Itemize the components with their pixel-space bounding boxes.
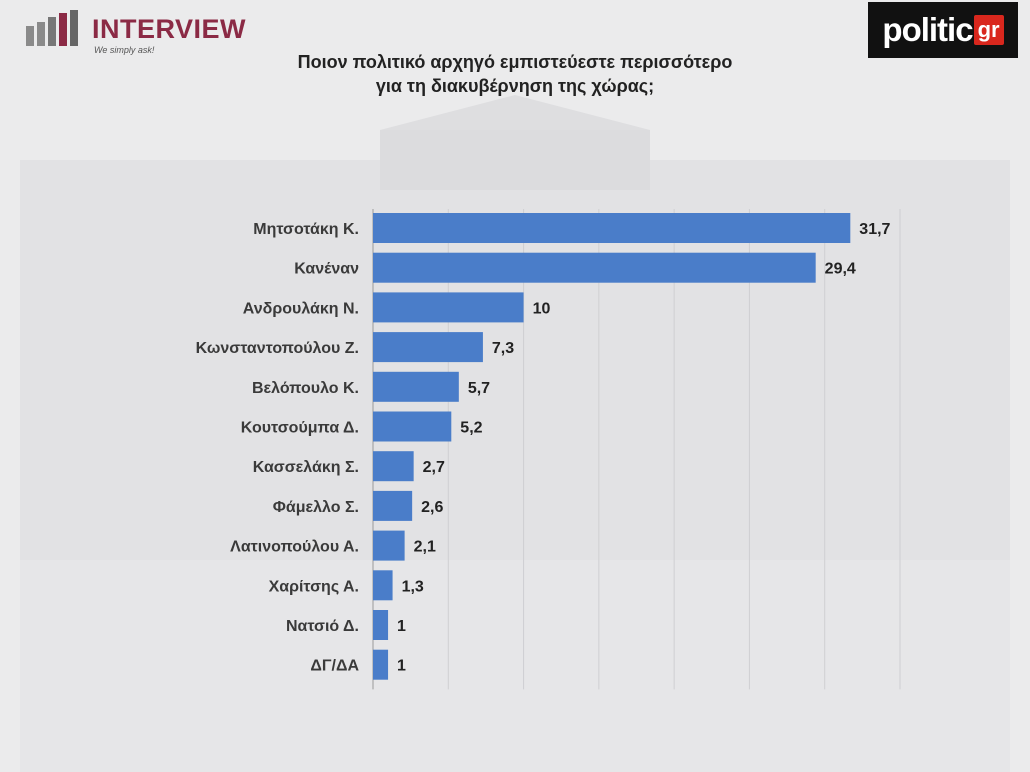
chart-title: Ποιον πολιτικό αρχηγό εμπιστεύεστε περισ… (200, 50, 830, 98)
value-labels: 31,7 29,4 10 7,3 5,7 5,2 2,7 2,6 2,1 1,3 1 1 (397, 221, 890, 675)
partner-name: politic (882, 11, 973, 48)
gridlines (372, 209, 901, 690)
interview-logo: INTERVIEW We simply ask! (24, 8, 264, 66)
bar (373, 371, 459, 402)
bars (373, 213, 851, 680)
bar (373, 252, 816, 283)
value-label: 2,7 (423, 459, 445, 476)
value-label: 1 (397, 618, 406, 635)
bar-columns-logo-icon (26, 10, 78, 46)
category-label: Κασσελάκη Σ. (253, 459, 359, 476)
value-label: 5,7 (468, 380, 490, 397)
category-label: ΔΓ/ΔΑ (310, 658, 359, 675)
bar (373, 490, 413, 521)
bar (373, 332, 483, 363)
chart-title-line-1: Ποιον πολιτικό αρχηγό εμπιστεύεστε περισ… (297, 52, 733, 72)
category-label: Νατσιό Δ. (286, 618, 359, 635)
value-label: 10 (533, 300, 551, 317)
chart-title-line-2: για τη διακυβέρνηση της χώρας; (375, 76, 655, 96)
bar (373, 451, 414, 482)
bar (373, 213, 851, 243)
value-label: 1,3 (402, 578, 424, 595)
value-label: 5,2 (460, 420, 482, 437)
category-label: Φάμελλο Σ. (273, 499, 359, 516)
partner-suffix: gr (973, 15, 1004, 45)
category-label: Βελόπουλο Κ. (252, 380, 359, 397)
value-label: 31,7 (859, 221, 890, 238)
value-label: 2,1 (414, 539, 436, 556)
bar (373, 649, 389, 680)
brand-tagline: We simply ask! (94, 45, 155, 55)
value-label: 1 (397, 658, 406, 675)
politic-logo: politic gr (868, 2, 1018, 58)
category-label: Ανδρουλάκη Ν. (243, 300, 359, 317)
bar (373, 530, 405, 561)
value-label: 29,4 (825, 261, 856, 278)
bar (373, 610, 389, 640)
value-label: 7,3 (492, 340, 514, 357)
category-label: Κουτσούμπα Δ. (241, 420, 359, 437)
bar (373, 570, 393, 601)
bar (373, 292, 524, 323)
category-labels: Μητσοτάκη Κ. Κανέναν Ανδρουλάκη Ν. Κωνσταντ… (196, 221, 360, 675)
category-label: Μητσοτάκη Κ. (253, 221, 359, 238)
category-label: Λατινοπούλου Α. (230, 539, 359, 556)
category-label: Κωνσταντοπούλου Ζ. (196, 340, 359, 357)
category-label: Χαρίτσης Α. (269, 578, 359, 595)
category-label: Κανέναν (294, 261, 359, 278)
bar (373, 411, 452, 442)
brand-name: INTERVIEW (92, 14, 247, 44)
value-label: 2,6 (421, 499, 443, 516)
